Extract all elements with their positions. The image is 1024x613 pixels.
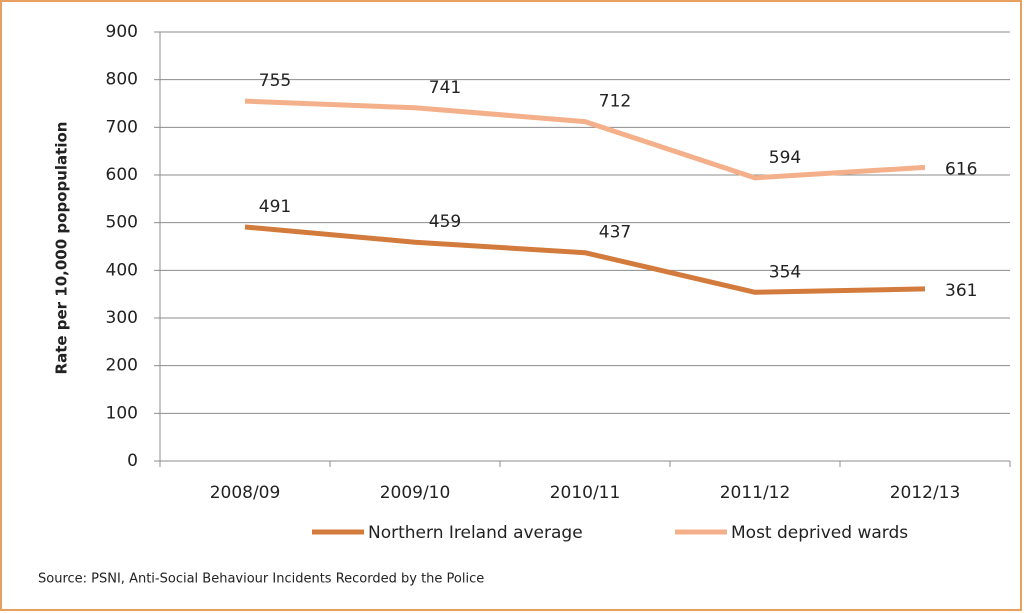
x-tick-label: 2009/10	[380, 483, 451, 503]
legend-label: Most deprived wards	[731, 523, 908, 543]
series-line	[244, 224, 926, 295]
y-tick-label: 800	[106, 70, 138, 90]
data-label: 616	[945, 159, 977, 179]
y-tick-label: 900	[106, 22, 138, 42]
data-label: 594	[769, 148, 801, 168]
legend-label: Northern Ireland average	[368, 523, 583, 543]
series-line	[244, 98, 926, 181]
data-label: 755	[259, 71, 291, 91]
x-tick-label: 2011/12	[720, 483, 791, 503]
data-label: 712	[599, 92, 631, 112]
x-tick-label: 2012/13	[890, 483, 961, 503]
y-tick-label: 500	[106, 213, 138, 233]
data-label: 459	[429, 212, 461, 232]
source-note: Source: PSNI, Anti-Social Behaviour Inci…	[38, 572, 484, 587]
data-label: 491	[259, 197, 291, 217]
y-tick-label: 300	[106, 308, 138, 328]
y-tick-label: 100	[106, 403, 138, 423]
y-tick-label: 400	[106, 260, 138, 280]
data-label: 741	[429, 78, 461, 98]
data-label: 361	[945, 281, 977, 301]
y-tick-label: 700	[106, 117, 138, 137]
y-tick-label: 600	[106, 165, 138, 185]
data-label: 437	[599, 223, 631, 243]
y-tick-label: 0	[127, 451, 138, 471]
y-tick-label: 200	[106, 356, 138, 376]
y-axis-label: Rate per 10,000 popopulation	[53, 122, 71, 375]
x-tick-label: 2010/11	[550, 483, 621, 503]
x-tick-label: 2008/09	[210, 483, 281, 503]
data-label: 354	[769, 262, 801, 282]
